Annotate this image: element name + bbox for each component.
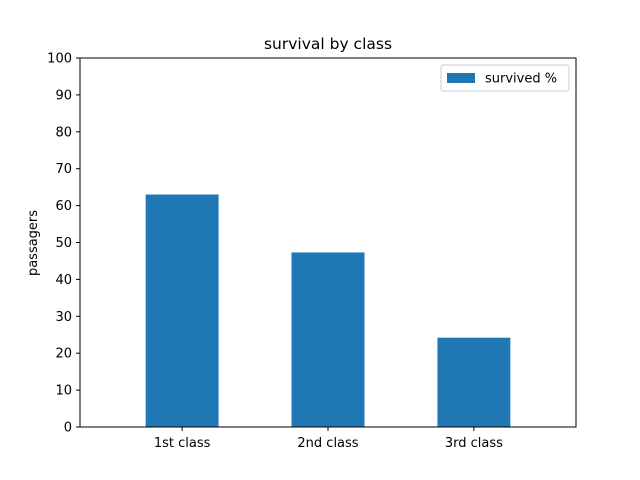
legend-box xyxy=(440,64,570,92)
y-tick-label: 80 xyxy=(55,125,72,140)
y-tick-label: 30 xyxy=(55,310,72,325)
y-tick-label: 0 xyxy=(64,421,72,436)
y-tick-label: 20 xyxy=(55,347,72,362)
chart-title: survival by class xyxy=(264,35,392,53)
y-tick-label: 40 xyxy=(55,273,72,288)
y-tick-label: 10 xyxy=(55,384,72,399)
bar-1 xyxy=(145,194,219,427)
bar-2 xyxy=(291,252,365,427)
x-tick-label: 3rd class xyxy=(445,436,503,451)
legend: survived % xyxy=(440,64,570,92)
y-tick-label: 90 xyxy=(55,88,72,103)
legend-label: survived % xyxy=(485,72,557,87)
bar-3 xyxy=(437,337,511,427)
legend-swatch xyxy=(447,73,475,83)
plot-frame xyxy=(79,57,577,428)
y-tick-label: 70 xyxy=(55,162,72,177)
y-axis: 0 10 20 30 40 50 60 70 80 90 100 xyxy=(47,52,80,436)
x-tick-label: 2nd class xyxy=(297,436,358,451)
y-axis-label: passagers xyxy=(26,210,41,276)
x-axis: 1st class 2nd class 3rd class xyxy=(154,427,503,451)
y-tick-label: 60 xyxy=(55,199,72,214)
bars xyxy=(145,194,511,427)
x-tick-label: 1st class xyxy=(154,436,211,451)
y-tick-label: 100 xyxy=(47,52,72,67)
y-tick-label: 50 xyxy=(55,236,72,251)
